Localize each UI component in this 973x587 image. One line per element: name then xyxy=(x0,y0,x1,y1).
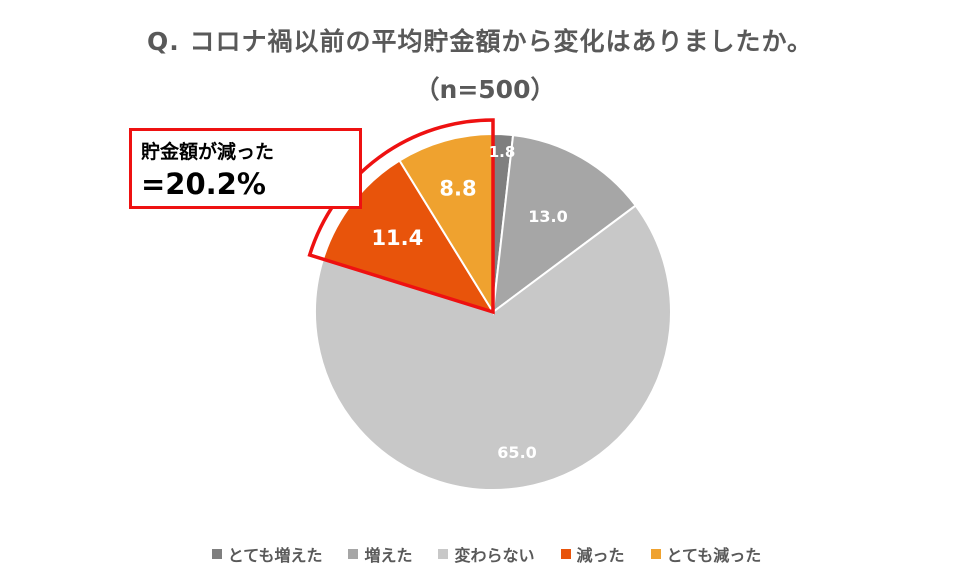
legend-swatch xyxy=(650,549,661,559)
legend-swatch xyxy=(438,549,449,559)
legend-label: 減った xyxy=(576,546,625,565)
pie-slice-2 xyxy=(314,204,672,491)
highlight-outline xyxy=(307,118,495,315)
legend-label: とても増えた xyxy=(227,546,323,565)
callout-value: =20.2% xyxy=(141,167,266,201)
legend-item-0: とても増えた xyxy=(211,542,323,566)
data-label-2: 65.0 xyxy=(497,443,536,462)
data-label-1: 13.0 xyxy=(528,207,567,226)
legend-item-2: 変わらない xyxy=(438,542,535,566)
data-label-0: 1.8 xyxy=(489,143,516,161)
callout-title: 貯金額が減った xyxy=(141,141,275,163)
legend-label: とても減った xyxy=(666,546,762,565)
pie-slice-4 xyxy=(398,132,494,316)
legend-item-4: とても減った xyxy=(650,542,762,566)
legend-item-3: 減った xyxy=(560,542,625,566)
legend-swatch xyxy=(211,549,222,559)
chart-subtitle: （n=500） xyxy=(414,75,556,104)
chart-legend: とても増えた 増えた 変わらない 減った とても減った xyxy=(0,542,973,566)
data-label-4: 8.8 xyxy=(439,177,476,201)
data-label-3: 11.4 xyxy=(371,226,423,250)
highlight-callout: 貯金額が減った =20.2% xyxy=(129,128,362,209)
legend-label: 増えた xyxy=(364,546,413,565)
pie-slice-1 xyxy=(491,134,638,315)
chart-title: Q. コロナ禍以前の平均貯金額から変化はありましたか。 xyxy=(147,27,813,56)
legend-swatch xyxy=(348,549,359,559)
legend-swatch xyxy=(560,549,571,559)
legend-label: 変わらない xyxy=(454,546,535,565)
legend-item-1: 増えた xyxy=(348,542,412,566)
